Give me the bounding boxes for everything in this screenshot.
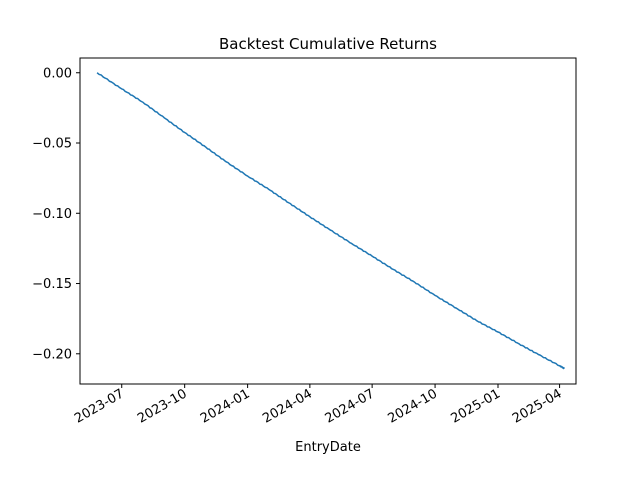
x-tick-label: 2025-04 — [510, 386, 565, 426]
y-tick-label: 0.00 — [43, 66, 72, 81]
plot-frame — [79, 57, 577, 385]
x-tick-label: 2024-04 — [260, 386, 315, 426]
y-tick-label: −0.10 — [32, 207, 72, 222]
y-tick-label: −0.20 — [32, 347, 72, 362]
series-line-0 — [96, 72, 566, 370]
plot-area — [96, 72, 566, 370]
y-tick-label: −0.05 — [32, 137, 72, 152]
y-axis: 0.00 −0.05 −0.10 −0.15 −0.20 — [32, 66, 80, 362]
x-tick-label: 2024-01 — [198, 386, 253, 426]
x-tick-label: 2024-10 — [386, 386, 441, 426]
x-axis: 2023-07 2023-10 2024-01 2024-04 2024-07 2024-… — [72, 384, 565, 427]
y-tick-label: −0.15 — [32, 277, 72, 292]
x-tick-label: 2023-10 — [135, 386, 190, 426]
x-tick-label: 2025-01 — [448, 386, 503, 426]
x-tick-label: 2023-07 — [72, 386, 127, 426]
x-tick-label: 2024-07 — [323, 386, 378, 426]
chart-title: Backtest Cumulative Returns — [219, 35, 437, 53]
x-axis-label: EntryDate — [295, 440, 361, 455]
